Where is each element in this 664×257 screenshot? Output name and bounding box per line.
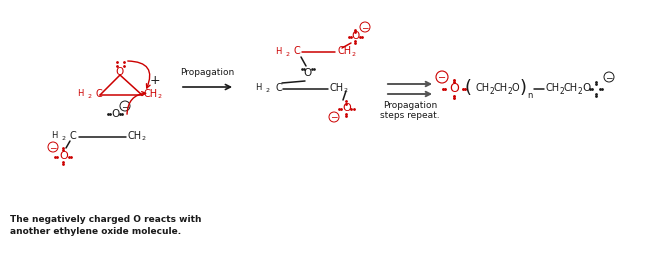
- Text: −: −: [49, 143, 56, 152]
- Text: 2: 2: [578, 87, 583, 96]
- Text: Propagation: Propagation: [383, 101, 437, 110]
- Text: H: H: [50, 132, 57, 141]
- Text: C: C: [275, 83, 282, 93]
- Text: CH: CH: [564, 83, 578, 93]
- Text: The negatively charged O reacts with: The negatively charged O reacts with: [10, 215, 201, 224]
- Text: C: C: [294, 46, 301, 56]
- Text: +: +: [149, 75, 160, 87]
- Text: CH: CH: [337, 46, 351, 56]
- Text: −: −: [122, 103, 129, 112]
- Text: 2: 2: [88, 95, 92, 99]
- Text: 2: 2: [508, 87, 513, 96]
- Text: O: O: [582, 83, 590, 93]
- Text: CH: CH: [546, 83, 560, 93]
- Text: CH: CH: [476, 83, 490, 93]
- Text: 2: 2: [142, 136, 146, 142]
- Text: C: C: [96, 89, 103, 99]
- Text: 2: 2: [560, 87, 565, 96]
- Text: O: O: [449, 81, 459, 95]
- Text: −: −: [361, 23, 369, 32]
- Text: ): ): [519, 79, 527, 97]
- Text: 2: 2: [285, 51, 289, 57]
- Text: 2: 2: [351, 51, 355, 57]
- Text: O: O: [60, 151, 68, 161]
- Text: −: −: [330, 113, 338, 122]
- Text: 2: 2: [158, 95, 162, 99]
- Text: H: H: [78, 89, 84, 98]
- Text: another ethylene oxide molecule.: another ethylene oxide molecule.: [10, 226, 181, 235]
- Text: CH: CH: [144, 89, 158, 99]
- Text: O: O: [304, 68, 312, 78]
- Text: 2: 2: [266, 88, 270, 94]
- Text: −: −: [438, 73, 446, 83]
- Text: 2: 2: [490, 87, 495, 96]
- Text: 2: 2: [344, 88, 348, 94]
- Text: H: H: [256, 84, 262, 93]
- Text: Propagation: Propagation: [180, 68, 234, 77]
- Text: (: (: [465, 79, 471, 97]
- Text: steps repeat.: steps repeat.: [380, 111, 440, 120]
- Text: −: −: [606, 74, 613, 82]
- Text: 2: 2: [61, 136, 65, 142]
- Text: O: O: [343, 103, 351, 113]
- Text: H: H: [275, 47, 281, 56]
- Text: CH: CH: [330, 83, 344, 93]
- Text: n: n: [527, 91, 533, 100]
- Text: C: C: [70, 131, 77, 141]
- Text: O: O: [352, 31, 360, 41]
- Text: O: O: [512, 83, 520, 93]
- Text: CH: CH: [494, 83, 508, 93]
- Text: O: O: [111, 109, 119, 119]
- Text: O: O: [116, 67, 124, 77]
- Text: CH: CH: [128, 131, 142, 141]
